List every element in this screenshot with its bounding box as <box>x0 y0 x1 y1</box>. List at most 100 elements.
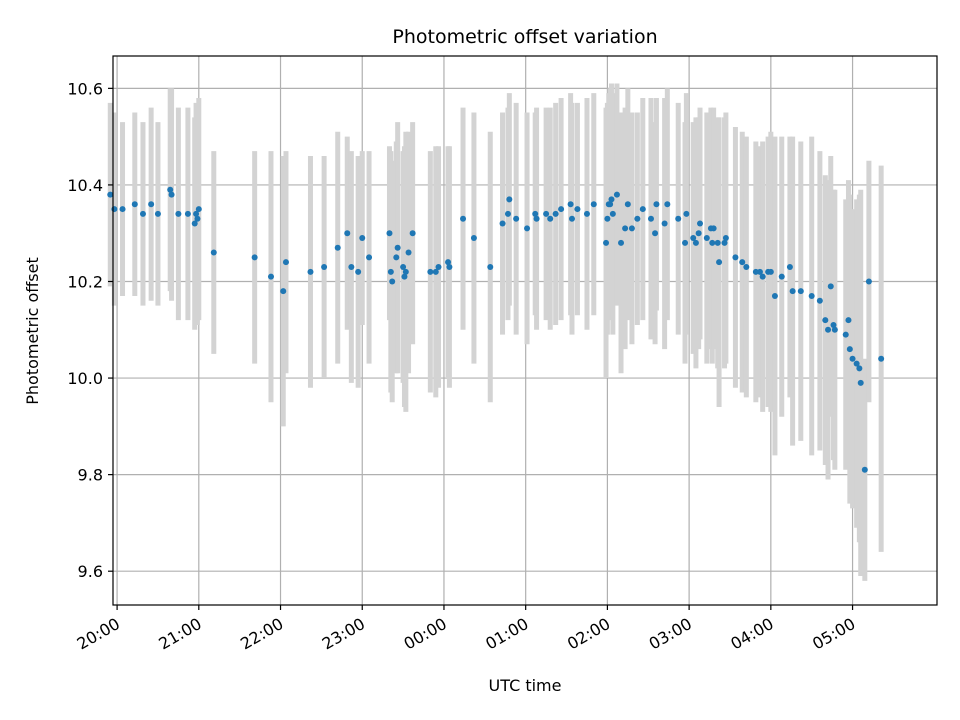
x-tick-label: 02:00 <box>564 614 613 654</box>
data-point <box>280 288 287 295</box>
data-point <box>756 268 763 275</box>
data-point <box>797 288 804 295</box>
data-points <box>107 186 885 473</box>
data-point <box>759 273 766 280</box>
data-point <box>845 317 852 324</box>
data-point <box>624 201 631 208</box>
data-point <box>683 210 690 217</box>
data-point <box>348 264 355 271</box>
y-axis: 9.6 9.8 10.0 10.2 10.4 10.6 <box>67 79 113 581</box>
data-point <box>344 230 351 237</box>
x-tick-label: 23:00 <box>319 614 368 654</box>
data-point <box>590 201 597 208</box>
data-point <box>184 210 191 217</box>
data-point <box>778 273 785 280</box>
chart-title: Photometric offset variation <box>392 26 657 48</box>
data-point <box>168 191 175 198</box>
data-point <box>710 225 717 232</box>
data-point <box>282 259 289 266</box>
data-point <box>334 244 341 251</box>
data-point <box>856 365 863 372</box>
data-point <box>825 326 832 333</box>
data-point <box>652 230 659 237</box>
data-point <box>435 264 442 271</box>
data-point <box>401 273 408 280</box>
data-point <box>191 220 198 227</box>
y-tick-label: 10.2 <box>67 272 103 291</box>
data-point <box>695 230 702 237</box>
data-point <box>355 268 362 275</box>
data-point <box>568 215 575 222</box>
x-tick-label: 22:00 <box>237 614 286 654</box>
data-point <box>446 264 453 271</box>
data-point <box>767 268 774 275</box>
data-point <box>857 379 864 386</box>
x-tick-label: 04:00 <box>727 614 776 654</box>
data-point <box>432 268 439 275</box>
data-point <box>552 210 559 217</box>
data-point <box>865 278 872 285</box>
data-point <box>394 244 401 251</box>
data-point <box>307 268 314 275</box>
data-point <box>409 230 416 237</box>
data-point <box>732 254 739 261</box>
data-point <box>389 278 396 285</box>
x-axis: 20:00 21:00 22:00 23:00 00:00 01:00 02:00 03:00… <box>74 605 859 654</box>
data-point <box>210 249 217 256</box>
data-point <box>830 321 837 328</box>
data-point <box>618 239 625 246</box>
data-point <box>739 259 746 266</box>
y-axis-label: Photometric offset <box>23 257 42 405</box>
data-point <box>402 268 409 275</box>
data-point <box>609 210 616 217</box>
data-point <box>267 273 274 280</box>
data-point <box>721 239 728 246</box>
data-point <box>567 201 574 208</box>
data-point <box>107 191 114 198</box>
data-point <box>513 215 520 222</box>
data-point <box>682 239 689 246</box>
data-point <box>543 210 550 217</box>
data-point <box>827 283 834 290</box>
data-point <box>167 186 174 193</box>
data-point <box>387 268 394 275</box>
data-point <box>366 254 373 261</box>
data-point <box>524 225 531 232</box>
y-tick-label: 10.0 <box>67 369 103 388</box>
data-point <box>853 360 860 367</box>
data-point <box>504 210 511 217</box>
data-point <box>427 268 434 275</box>
data-point <box>808 292 815 299</box>
data-point <box>131 201 138 208</box>
data-point <box>175 210 182 217</box>
x-tick-label: 01:00 <box>482 614 531 654</box>
data-point <box>789 288 796 295</box>
data-point <box>703 235 710 242</box>
data-point <box>470 235 477 242</box>
data-point <box>878 355 885 362</box>
data-point <box>460 215 467 222</box>
data-point <box>193 210 200 217</box>
data-point <box>846 346 853 353</box>
data-point <box>664 201 671 208</box>
data-point <box>499 220 506 227</box>
data-point <box>722 235 729 242</box>
x-tick-label: 03:00 <box>646 614 695 654</box>
data-point <box>154 210 161 217</box>
data-point <box>547 215 554 222</box>
y-tick-label: 10.6 <box>67 79 103 98</box>
y-tick-label: 9.6 <box>78 562 103 581</box>
data-point <box>861 466 868 473</box>
data-point <box>583 210 590 217</box>
data-point <box>139 210 146 217</box>
data-point <box>622 225 629 232</box>
data-point <box>532 210 539 217</box>
data-point <box>111 206 118 213</box>
data-point <box>661 220 668 227</box>
data-point <box>743 264 750 271</box>
data-point <box>816 297 823 304</box>
data-point <box>690 235 697 242</box>
data-point <box>251 254 258 261</box>
x-tick-label: 21:00 <box>155 614 204 654</box>
